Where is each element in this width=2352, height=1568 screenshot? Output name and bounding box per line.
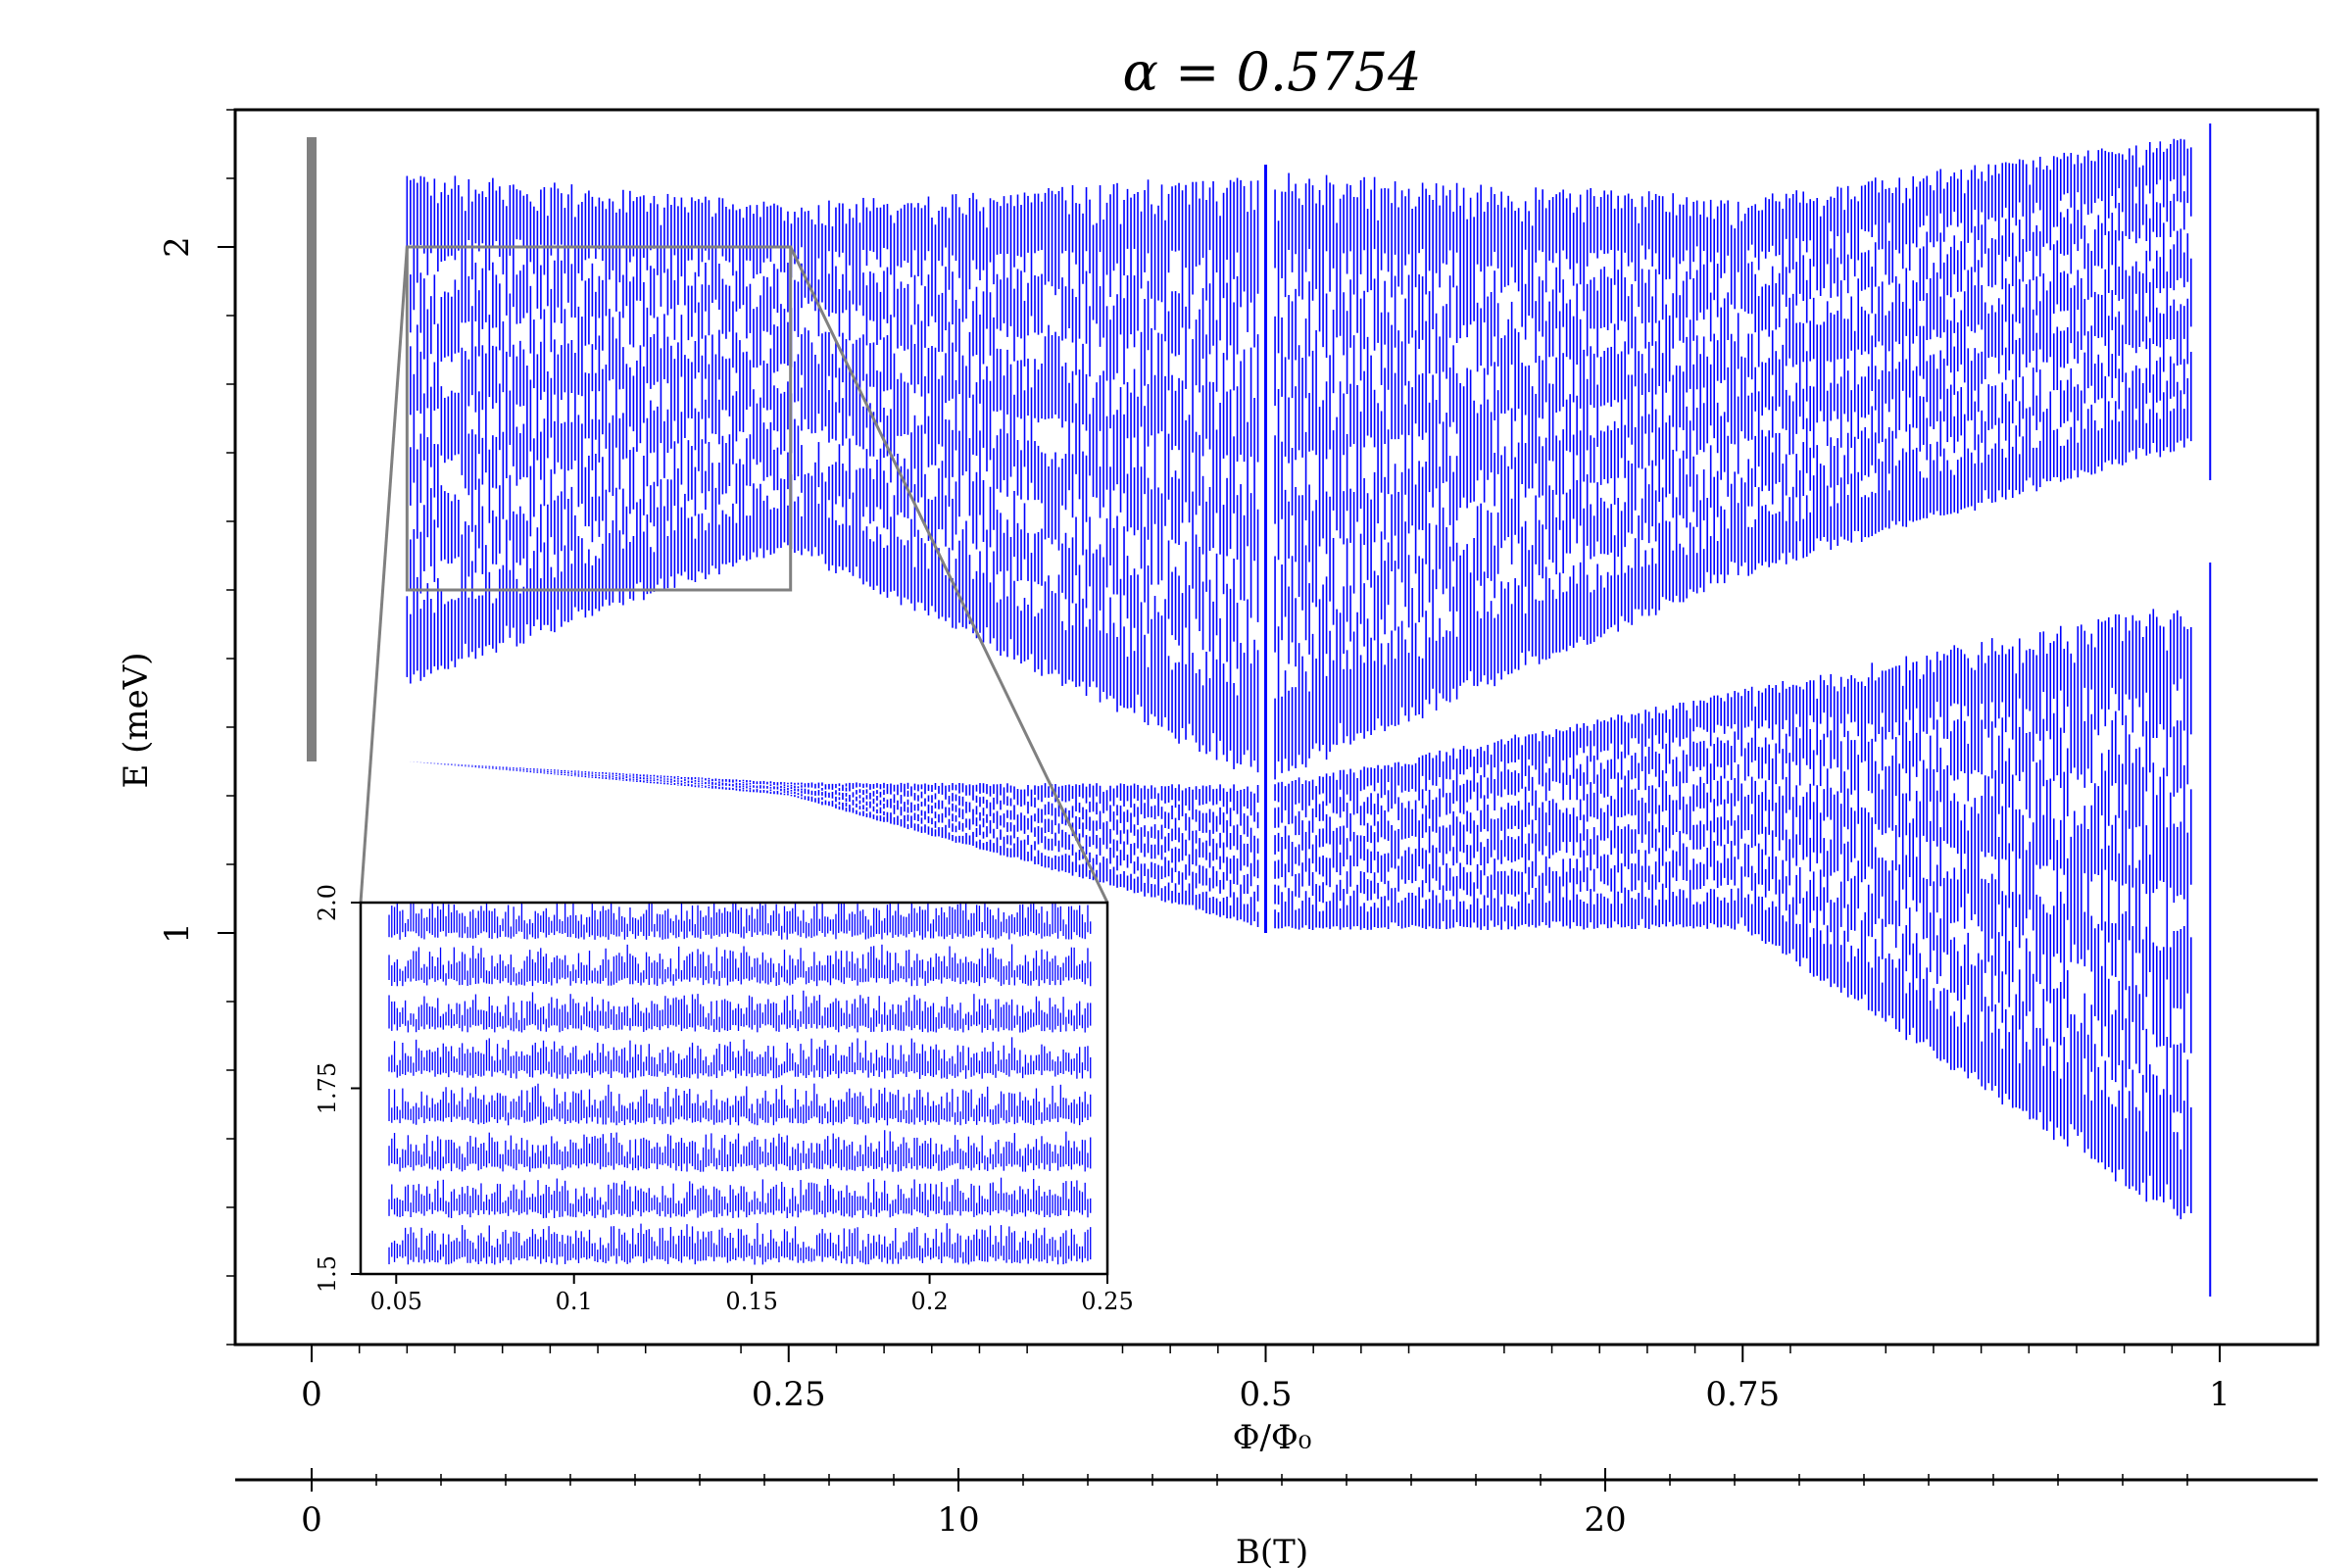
- y-tick-label: 2: [158, 236, 197, 258]
- band-lower: [410, 609, 2192, 1220]
- zoom-connector: [789, 246, 1109, 904]
- inset-background: [361, 903, 1107, 1274]
- x-tick-label: 0.25: [752, 1375, 826, 1414]
- y-tick-label: 1: [158, 922, 197, 944]
- b-tick-label: 0: [301, 1500, 322, 1540]
- zoom-box: [405, 245, 793, 592]
- x-axis: 0 0.25 0.5 0.75 1: [301, 1345, 2230, 1414]
- chart-title: α = 0.5754: [1123, 41, 1422, 103]
- zoom-indicator: [359, 245, 1109, 904]
- x-tick-label: 0: [301, 1375, 322, 1414]
- y-axis: 12: [158, 109, 235, 1346]
- band-marks: [406, 123, 2212, 1297]
- zoom-connector: [359, 246, 409, 904]
- b-tick-label: 10: [937, 1500, 979, 1540]
- band-upper: [406, 138, 2192, 796]
- b-axis-label: B(T): [1236, 1533, 1308, 1568]
- x-tick-label: 0.5: [1239, 1375, 1292, 1414]
- inset-plot: 0.05 0.1 0.15 0.2 0.251.51.752.0: [314, 884, 1134, 1315]
- x-axis-label: Φ/Φ₀: [1233, 1418, 1312, 1457]
- b-tick-label: 20: [1584, 1500, 1626, 1540]
- x-tick-label: 1: [2209, 1375, 2230, 1414]
- y-axis-label: E (meV): [117, 652, 156, 788]
- inset-marks: [388, 903, 1092, 1265]
- x-tick-label: 0.75: [1705, 1375, 1780, 1414]
- b-axis: 0 10 20: [235, 1468, 2318, 1540]
